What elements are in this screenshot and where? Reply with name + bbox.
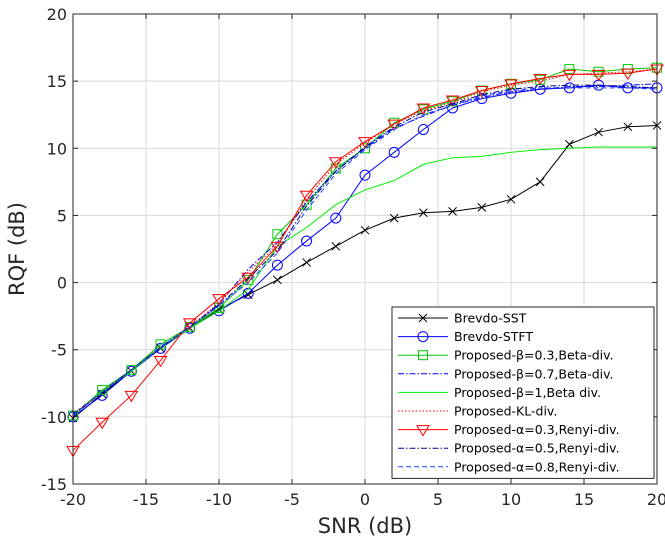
data-point-marker	[330, 212, 342, 224]
data-point-marker	[445, 95, 460, 107]
data-point-marker	[328, 157, 343, 169]
y-tick-label: -5	[51, 341, 67, 360]
data-point-marker	[504, 79, 518, 91]
data-point-marker	[535, 177, 545, 187]
legend-label: Proposed-β=0.3,Beta-div.	[454, 348, 614, 363]
data-point-marker	[97, 385, 108, 395]
data-point-marker	[388, 146, 400, 158]
data-point-marker	[591, 69, 606, 82]
y-tick-label: 10	[47, 139, 67, 158]
data-point-marker	[126, 364, 137, 375]
data-point-marker	[447, 102, 459, 114]
data-point-marker	[271, 259, 283, 271]
data-point-marker	[623, 122, 633, 132]
data-point-marker	[359, 169, 371, 181]
series-line	[72, 68, 658, 415]
x-tick-label: -5	[284, 490, 300, 509]
data-point-marker	[564, 64, 575, 75]
data-point-marker	[241, 272, 256, 285]
data-point-marker	[95, 417, 110, 430]
legend-label: Brevdo-STFT	[454, 329, 533, 344]
x-tick-label: 20	[647, 490, 665, 509]
data-point-marker	[418, 313, 428, 323]
data-point-marker	[418, 350, 428, 361]
legend-label: Proposed-β=1,Beta div.	[454, 385, 601, 400]
data-point-marker	[594, 127, 603, 137]
data-point-marker	[301, 235, 313, 247]
x-tick-label: 0	[360, 490, 370, 509]
data-point-marker	[622, 82, 634, 94]
x-tick-label: 10	[501, 490, 521, 509]
y-tick-label: 0	[57, 274, 67, 293]
data-point-marker	[620, 68, 635, 81]
data-point-marker	[299, 190, 314, 203]
data-point-marker	[360, 225, 370, 235]
series-group	[72, 68, 658, 415]
data-point-marker	[270, 241, 285, 254]
y-axis-title: RQF (dB)	[5, 202, 29, 296]
series-layer	[66, 62, 664, 458]
data-point-marker	[182, 318, 197, 330]
y-tick-label: 15	[47, 72, 67, 91]
series-group	[72, 87, 658, 416]
data-point-marker	[153, 355, 168, 368]
series-line	[72, 87, 658, 416]
legend-label: Proposed-β=0.7,Beta-div.	[454, 366, 614, 381]
x-axis-title: SNR (dB)	[318, 514, 412, 538]
data-point-marker	[360, 143, 370, 154]
data-point-marker	[419, 208, 428, 218]
data-point-marker	[565, 139, 574, 149]
data-point-marker	[562, 69, 577, 82]
legend-label: Proposed-α=0.8,Renyi-div.	[454, 459, 620, 474]
y-tick-label: -15	[41, 475, 67, 494]
data-point-marker	[416, 103, 431, 115]
data-point-marker	[477, 203, 487, 212]
y-tick-label: 20	[47, 5, 67, 24]
data-point-marker	[358, 137, 372, 149]
data-point-marker	[448, 207, 457, 216]
data-point-marker	[417, 123, 429, 135]
data-point-marker	[533, 73, 548, 86]
legend-label: Proposed-KL-div.	[454, 404, 557, 419]
data-point-marker	[416, 425, 430, 437]
data-point-marker	[273, 275, 282, 285]
legend: Brevdo-SST Brevdo-STFT Proposed-β=0.3,Beta…	[391, 306, 655, 479]
y-tick-label: -10	[41, 408, 67, 427]
x-tick-label: 15	[574, 490, 594, 509]
data-point-marker	[506, 194, 516, 204]
data-point-marker	[243, 274, 254, 285]
data-point-marker	[302, 258, 311, 267]
legend-label: Brevdo-SST	[454, 311, 527, 326]
data-point-marker	[124, 390, 139, 403]
x-tick-label: -10	[206, 490, 232, 509]
data-point-marker	[474, 86, 489, 98]
y-tick-label: 5	[57, 206, 67, 225]
data-point-marker	[331, 241, 341, 251]
data-point-marker	[212, 294, 226, 306]
series-line	[72, 68, 658, 451]
data-point-marker	[389, 213, 399, 223]
x-tick-label: -15	[133, 490, 159, 509]
data-point-marker	[330, 163, 341, 174]
data-point-marker	[593, 66, 604, 77]
x-tick-label: -20	[60, 490, 86, 509]
x-tick-label: 5	[433, 490, 443, 509]
data-point-marker	[272, 229, 283, 240]
series-line	[72, 84, 657, 418]
data-point-marker	[417, 331, 429, 343]
legend-label: Proposed-α=0.3,Renyi-div.	[454, 422, 620, 437]
legend-label: Proposed-α=0.5,Renyi-div.	[454, 441, 620, 456]
